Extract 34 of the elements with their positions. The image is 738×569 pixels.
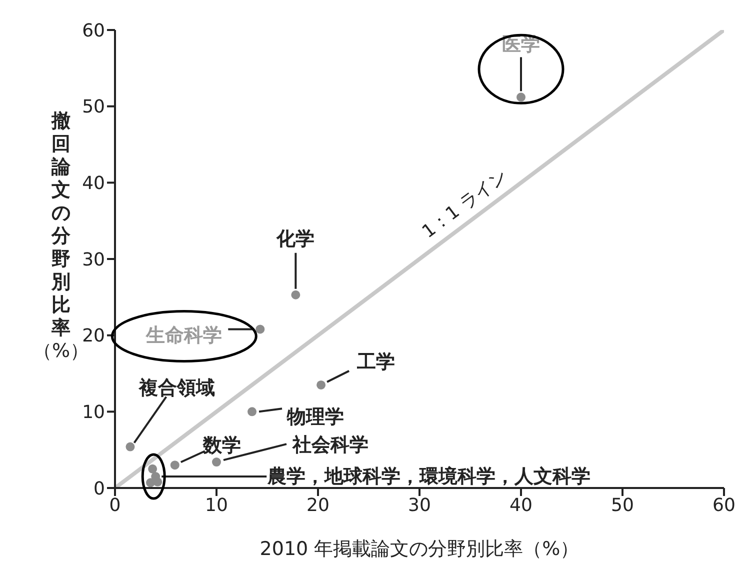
annotation: 数学 xyxy=(202,434,241,456)
x-tick-label: 0 xyxy=(109,494,121,516)
y-tick-label: 60 xyxy=(82,20,105,42)
annotation: 複合領域 xyxy=(138,376,216,399)
y-tick-label: 0 xyxy=(94,478,105,500)
y-tick-label: 30 xyxy=(82,249,105,270)
x-axis-title: 2010 年掲載論文の分野別比率（%） xyxy=(260,538,580,560)
point xyxy=(148,464,158,474)
x-tick-label: 50 xyxy=(611,494,634,516)
text: 1：1 ライン xyxy=(418,165,512,243)
point xyxy=(316,380,326,390)
x-tick-label: 40 xyxy=(510,494,532,516)
point xyxy=(256,324,265,334)
point xyxy=(248,407,257,416)
annotation: 農学，地球科学，環境科学，人文科学 xyxy=(266,466,591,488)
x-tick-label: 10 xyxy=(205,494,228,516)
annotation: 工学 xyxy=(356,351,396,374)
annotation: 社会科学 xyxy=(292,434,368,456)
x-tick-label: 60 xyxy=(712,494,736,516)
point xyxy=(291,290,300,300)
point xyxy=(212,458,221,467)
annotation: 生命科学 xyxy=(145,324,222,346)
y-tick-label: 50 xyxy=(82,96,105,118)
point xyxy=(516,92,526,102)
annotation: 化学 xyxy=(276,228,315,250)
y-tick-label: 20 xyxy=(82,326,105,347)
y-tick-label: 40 xyxy=(82,173,105,194)
y-tick-label: 10 xyxy=(82,402,105,424)
x-tick-label: 20 xyxy=(306,494,330,516)
annotation: 物理学 xyxy=(286,406,344,428)
point xyxy=(153,477,162,486)
x-tick-label: 30 xyxy=(408,494,431,516)
point xyxy=(126,442,135,452)
point xyxy=(170,460,180,470)
